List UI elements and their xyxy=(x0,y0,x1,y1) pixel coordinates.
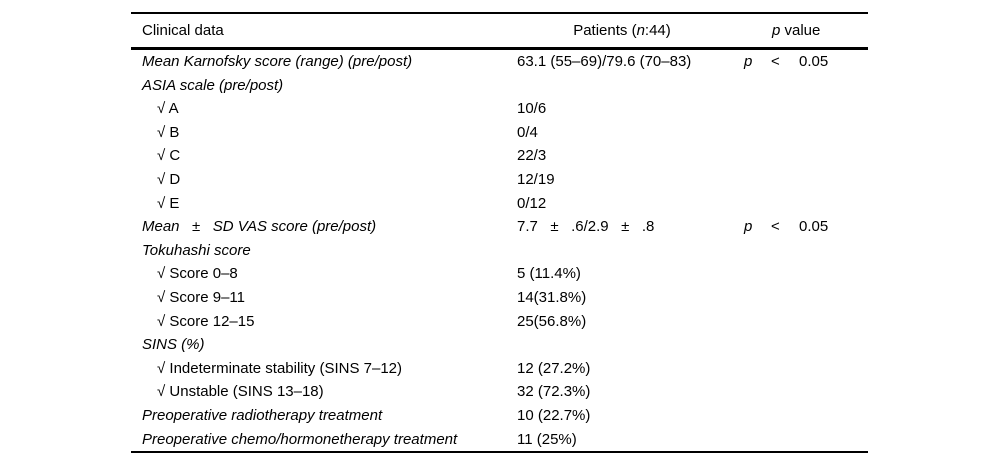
clinical-data-table: Clinical data Patients (n:44) p value Me… xyxy=(131,12,868,454)
row-value: 12/19 xyxy=(517,170,555,188)
table-row: Mean ± SD VAS score (pre/post) 7.7 ± .6/2… xyxy=(131,215,868,239)
row-label: √ Indeterminate stability (SINS 7–12) xyxy=(157,359,403,377)
row-value: 12 (27.2%) xyxy=(517,359,591,377)
table-row: √ E 0/12 xyxy=(131,192,868,216)
table-row: Mean Karnofsky score (range) (pre/post) 6… xyxy=(131,50,868,74)
table-row: √ A 10/6 xyxy=(131,97,868,121)
row-label: Preoperative radiotherapy treatment xyxy=(142,406,383,424)
row-label: √ C xyxy=(157,147,181,165)
header-clinical-data: Clinical data xyxy=(142,22,224,39)
row-label: SINS (%) xyxy=(142,336,205,354)
row-value: 5 (11.4%) xyxy=(517,265,581,283)
row-p-value: 0.05 xyxy=(799,53,829,70)
row-p-value: 0.05 xyxy=(799,218,829,236)
row-label: Mean ± SD VAS score (pre/post) xyxy=(142,218,377,236)
row-label: Mean Karnofsky score (range) (pre/post) xyxy=(142,53,413,70)
row-label: √ D xyxy=(157,170,181,188)
row-label: √ B xyxy=(157,123,180,141)
table-row: √ Score 9–11 14(31.8%) xyxy=(131,286,868,310)
table-row: Preoperative chemo/hormonetherapy treatm… xyxy=(131,428,868,452)
table-header-row: Clinical data Patients (n:44) p value xyxy=(131,12,868,50)
row-label: Tokuhashi score xyxy=(142,241,251,259)
row-value: 22/3 xyxy=(517,147,547,165)
row-label: ASIA scale (pre/post) xyxy=(142,76,284,94)
row-p-symbol: p xyxy=(744,53,753,70)
row-p-operator: < xyxy=(771,53,780,70)
header-p-italic: p xyxy=(772,22,781,39)
table-row: Tokuhashi score xyxy=(131,239,868,263)
header-patients: Patients (n:44) xyxy=(517,14,727,47)
table-row: √ Unstable (SINS 13–18) 32 (72.3%) xyxy=(131,380,868,404)
row-value: 11 (25%) xyxy=(517,430,577,448)
row-p-operator: < xyxy=(771,218,780,236)
table-row: Preoperative radiotherapy treatment 10 (2… xyxy=(131,404,868,428)
row-value: 25(56.8%) xyxy=(517,312,587,330)
table-row: √ Indeterminate stability (SINS 7–12) 12 … xyxy=(131,357,868,381)
table-row: √ Score 0–8 5 (11.4%) xyxy=(131,262,868,286)
table-row: √ Score 12–15 25(56.8%) xyxy=(131,310,868,334)
row-value: 10/6 xyxy=(517,100,547,118)
row-value: 32 (72.3%) xyxy=(517,383,591,401)
header-patients-suffix: :44) xyxy=(644,22,671,39)
table-row: √ B 0/4 xyxy=(131,121,868,145)
row-value: 7.7 ± .6/2.9 ± .8 xyxy=(517,218,655,236)
row-value: 14(31.8%) xyxy=(517,288,587,306)
row-label: Preoperative chemo/hormonetherapy treatm… xyxy=(142,430,458,448)
row-value: 0/4 xyxy=(517,123,538,141)
row-value: 10 (22.7%) xyxy=(517,406,591,424)
header-patients-prefix: Patients ( xyxy=(573,22,637,39)
table-row: ASIA scale (pre/post) xyxy=(131,74,868,98)
table-row: SINS (%) xyxy=(131,333,868,357)
row-label: √ Score 0–8 xyxy=(157,265,238,283)
row-label: √ Unstable (SINS 13–18) xyxy=(157,383,324,401)
table-body: Mean Karnofsky score (range) (pre/post) 6… xyxy=(131,50,868,454)
header-p-value: p value xyxy=(772,14,820,47)
table-row: √ D 12/19 xyxy=(131,168,868,192)
row-label: √ Score 12–15 xyxy=(157,312,255,330)
header-patients-n: n xyxy=(636,22,645,39)
row-value: 0/12 xyxy=(517,194,547,212)
row-p-symbol: p xyxy=(744,218,753,236)
row-label: √ A xyxy=(157,100,179,118)
row-value: 63.1 (55–69)/79.6 (70–83) xyxy=(517,53,692,70)
table-row: √ C 22/3 xyxy=(131,144,868,168)
header-p-rest: value xyxy=(780,22,821,39)
row-label: √ E xyxy=(157,194,180,212)
row-label: √ Score 9–11 xyxy=(157,288,246,306)
